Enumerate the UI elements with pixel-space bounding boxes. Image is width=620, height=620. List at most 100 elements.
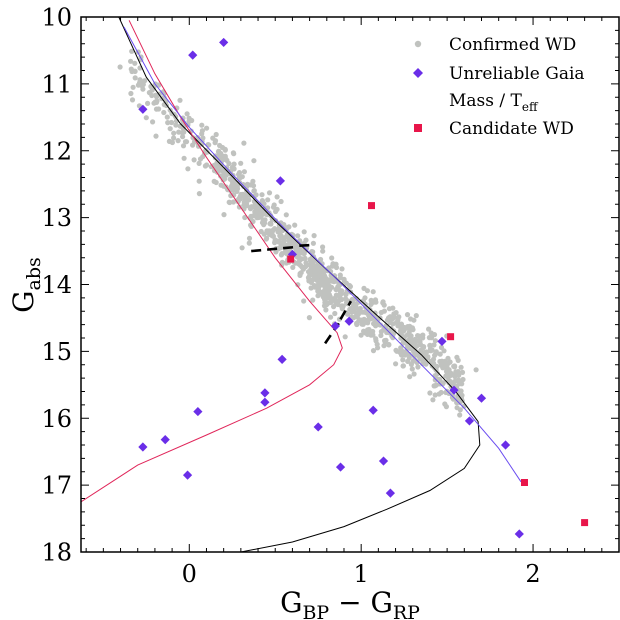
confirmed-wd-point <box>163 99 169 105</box>
confirmed-wd-point <box>458 388 464 394</box>
confirmed-wd-point <box>277 228 283 234</box>
confirmed-wd-point <box>283 212 289 218</box>
confirmed-wd-point <box>330 261 336 267</box>
unreliable-gaia-point <box>344 316 354 326</box>
confirmed-wd-point <box>360 321 366 327</box>
confirmed-wd-point <box>343 296 349 302</box>
confirmed-wd-point <box>142 78 148 84</box>
confirmed-wd-point <box>215 149 222 155</box>
confirmed-wd-point <box>236 204 242 210</box>
confirmed-wd-point <box>459 392 465 398</box>
confirmed-wd-point <box>264 229 271 236</box>
x-tick-label: 2 <box>525 560 540 588</box>
confirmed-wd-point <box>310 297 316 303</box>
confirmed-wd-point <box>206 142 212 148</box>
unreliable-gaia-point <box>437 336 447 346</box>
legend-label-confirmed: Confirmed WD <box>449 35 576 55</box>
confirmed-wd-point <box>213 131 219 138</box>
confirmed-wd-point <box>398 345 404 351</box>
confirmed-wd-point <box>239 245 245 251</box>
confirmed-wd-point <box>317 290 323 296</box>
confirmed-wd-point <box>302 255 308 261</box>
confirmed-wd-point <box>370 289 376 295</box>
confirmed-wd-point <box>378 329 384 335</box>
confirmed-wd-point <box>145 100 151 106</box>
confirmed-wd-point <box>278 252 284 258</box>
confirmed-wd-point <box>390 321 396 327</box>
confirmed-wd-point <box>310 249 316 255</box>
confirmed-wd-point <box>251 188 257 194</box>
unreliable-gaia-point <box>277 354 287 364</box>
confirmed-wd-point <box>335 301 341 308</box>
confirmed-wd-point <box>322 290 328 296</box>
confirmed-wd-point <box>292 222 298 228</box>
confirmed-wd-point <box>342 334 348 340</box>
confirmed-wd-point <box>432 338 438 344</box>
legend: Confirmed WD Unreliable Gaia Mass / Teff… <box>413 35 585 139</box>
confirmed-wd-point <box>420 332 426 338</box>
confirmed-wd-point <box>432 392 438 398</box>
confirmed-wd-point <box>128 90 134 97</box>
confirmed-wd-point <box>432 383 438 389</box>
unreliable-gaia-point <box>476 393 487 403</box>
confirmed-wd-point <box>430 397 436 403</box>
confirmed-wd-point <box>378 309 384 316</box>
y-tick-label: 16 <box>41 405 72 433</box>
candidate-wd-point <box>287 255 295 263</box>
confirmed-wd-point <box>353 305 359 311</box>
confirmed-wd-point <box>460 376 466 383</box>
confirmed-wd-point <box>370 348 377 354</box>
confirmed-wd-point <box>150 119 156 125</box>
confirmed-wd-point <box>329 255 335 261</box>
confirmed-wd-layer <box>117 48 479 418</box>
confirmed-wd-point <box>423 361 429 367</box>
confirmed-wd-point <box>410 358 416 364</box>
confirmed-wd-point <box>339 266 345 272</box>
confirmed-wd-point <box>411 348 417 354</box>
confirmed-wd-point <box>230 199 236 205</box>
confirmed-wd-point <box>458 364 464 370</box>
confirmed-wd-point <box>230 150 236 156</box>
unreliable-gaia-point <box>260 388 270 398</box>
unreliable-gaia-point <box>182 470 193 480</box>
confirmed-wd-point <box>231 186 237 192</box>
confirmed-wd-point <box>254 210 261 216</box>
confirmed-wd-point <box>259 192 265 198</box>
confirmed-wd-point <box>292 241 298 247</box>
confirmed-wd-point <box>182 139 189 145</box>
confirmed-wd-point <box>400 363 406 369</box>
confirmed-wd-point <box>408 333 414 339</box>
confirmed-wd-point <box>251 158 257 164</box>
candidate-wd-point <box>368 202 375 210</box>
confirmed-wd-point <box>335 284 341 290</box>
confirmed-wd-point <box>332 310 338 317</box>
confirmed-wd-point <box>459 381 465 387</box>
confirmed-wd-point <box>442 401 448 407</box>
confirmed-wd-point <box>432 352 438 358</box>
y-tick-label: 11 <box>41 70 72 98</box>
y-tick-label: 14 <box>41 271 72 299</box>
confirmed-wd-point <box>398 335 404 341</box>
unreliable-gaia-point <box>188 50 198 60</box>
confirmed-wd-point <box>361 328 367 334</box>
confirmed-wd-point <box>196 178 202 184</box>
confirmed-wd-point <box>176 129 182 135</box>
confirmed-wd-point <box>451 363 457 369</box>
confirmed-wd-point <box>199 122 205 128</box>
confirmed-wd-point <box>274 206 280 212</box>
confirmed-wd-point <box>278 232 284 238</box>
cooling-track-2 <box>123 26 522 483</box>
confirmed-wd-point <box>268 220 274 226</box>
confirmed-wd-point <box>448 370 454 376</box>
candidate-wd-point <box>521 479 528 486</box>
x-label-sub1: BP <box>302 602 329 620</box>
confirmed-wd-point <box>428 348 434 354</box>
unreliable-gaia-point <box>464 416 475 426</box>
confirmed-wd-point <box>293 260 299 266</box>
confirmed-wd-point <box>224 157 230 163</box>
confirmed-wd-point <box>191 157 197 163</box>
confirmed-wd-point <box>361 285 367 291</box>
confirmed-wd-point <box>204 125 210 131</box>
confirmed-wd-point <box>344 288 350 294</box>
confirmed-wd-point <box>381 343 387 349</box>
